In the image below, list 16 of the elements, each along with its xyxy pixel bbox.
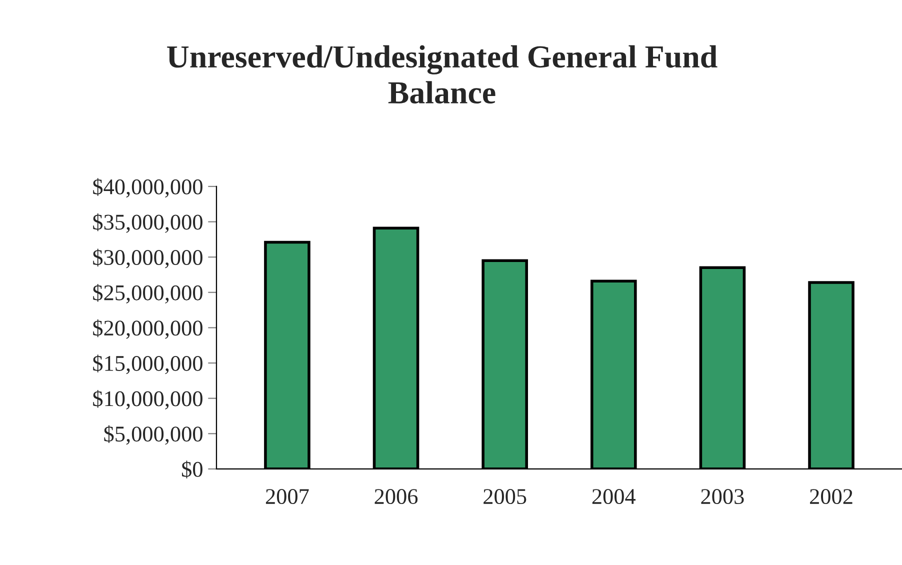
x-tick-label: 2006 bbox=[374, 489, 418, 504]
y-tick-label: $25,000,000 bbox=[93, 284, 202, 304]
x-tick-label: 2002 bbox=[810, 489, 852, 504]
y-tick-label: $15,000,000 bbox=[93, 354, 202, 374]
y-tick-label: $5,000,000 bbox=[104, 425, 202, 445]
x-tick-label: 2007 bbox=[266, 489, 309, 504]
x-tick-label: 2003 bbox=[701, 489, 744, 504]
y-tick-label: $10,000,000 bbox=[93, 390, 202, 410]
y-tick-label: $35,000,000 bbox=[93, 213, 202, 233]
y-tick-label: $0 bbox=[182, 460, 202, 478]
x-tick-label: 2004 bbox=[592, 489, 636, 504]
y-tick-label: $20,000,000 bbox=[93, 319, 202, 339]
y-tick-label: $30,000,000 bbox=[93, 248, 202, 268]
y-tick-label: $40,000,000 bbox=[93, 178, 202, 198]
chart-title: Unreserved/Undesignated General Fund Balance bbox=[167, 45, 718, 104]
x-tick-label: 2005 bbox=[484, 489, 526, 504]
